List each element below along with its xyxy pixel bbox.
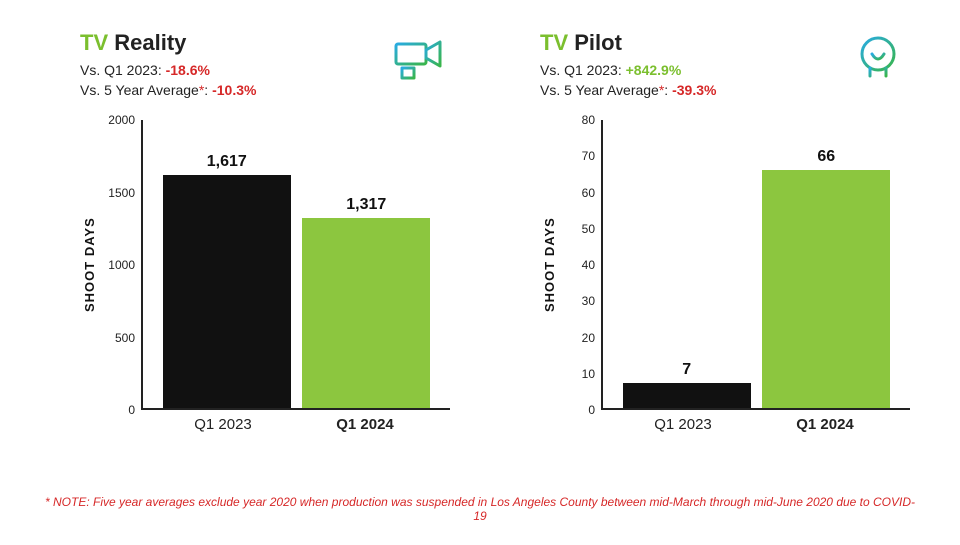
bar-value-label: 66 (817, 148, 835, 166)
y-tick: 0 (128, 403, 135, 417)
bar (762, 170, 890, 408)
metric-value: -18.6% (166, 62, 210, 78)
y-axis-label: SHOOT DAYS (80, 120, 99, 410)
title-rest: Pilot (568, 30, 622, 55)
panel-header: TV Reality Vs. Q1 2023: -18.6% Vs. 5 Yea… (80, 30, 450, 102)
y-tick: 70 (582, 149, 595, 163)
y-tick: 80 (582, 113, 595, 127)
y-tick: 0 (588, 403, 595, 417)
y-tick: 10 (582, 367, 595, 381)
metric-value: +842.9% (626, 62, 682, 78)
x-tick: Q1 2023 (618, 416, 749, 433)
y-axis: 01020304050607080 (559, 120, 601, 410)
bulb-icon (846, 30, 910, 94)
y-tick: 60 (582, 186, 595, 200)
x-tick: Q1 2024 (760, 416, 891, 433)
y-tick: 1000 (108, 258, 135, 272)
camera-icon (386, 30, 450, 94)
bar-column: 1,317 (302, 120, 430, 408)
plot-area: 7 66 (601, 120, 910, 410)
panel-title: TV Reality (80, 30, 386, 56)
bars-container: 1,617 1,317 (143, 120, 450, 408)
x-axis: Q1 2023 Q1 2024 (138, 410, 450, 433)
panels-row: TV Reality Vs. Q1 2023: -18.6% Vs. 5 Yea… (0, 0, 960, 433)
bar-column: 1,617 (163, 120, 291, 408)
panel-tv-pilot: TV Pilot Vs. Q1 2023: +842.9% Vs. 5 Year… (540, 30, 910, 433)
panel-title: TV Pilot (540, 30, 846, 56)
bar-value-label: 1,317 (346, 196, 386, 214)
title-prefix: TV (540, 30, 568, 55)
x-axis: Q1 2023 Q1 2024 (598, 410, 910, 433)
panel-tv-reality: TV Reality Vs. Q1 2023: -18.6% Vs. 5 Yea… (80, 30, 450, 433)
metric-value: -10.3% (212, 82, 256, 98)
metric-vs-q1: Vs. Q1 2023: -18.6% (80, 62, 386, 78)
bar (302, 218, 430, 408)
bar-column: 66 (762, 120, 890, 408)
y-tick: 40 (582, 258, 595, 272)
metric-label: Vs. Q1 2023: (80, 62, 166, 78)
y-tick: 1500 (108, 186, 135, 200)
y-axis: 0500100015002000 (99, 120, 141, 410)
metric-label-a: Vs. 5 Year Average (540, 82, 659, 98)
metric-label-b: : (204, 82, 212, 98)
panel-header: TV Pilot Vs. Q1 2023: +842.9% Vs. 5 Year… (540, 30, 910, 102)
title-block: TV Pilot Vs. Q1 2023: +842.9% Vs. 5 Year… (540, 30, 846, 102)
bar (163, 175, 291, 408)
y-tick: 2000 (108, 113, 135, 127)
y-tick: 50 (582, 222, 595, 236)
metric-label-b: : (664, 82, 672, 98)
y-tick: 30 (582, 294, 595, 308)
x-tick: Q1 2023 (158, 416, 289, 433)
title-rest: Reality (108, 30, 186, 55)
chart: SHOOT DAYS 0500100015002000 1,6171,317 (80, 120, 450, 410)
metric-vs-q1: Vs. Q1 2023: +842.9% (540, 62, 846, 78)
bar-value-label: 7 (682, 361, 691, 379)
bar-column: 7 (623, 120, 751, 408)
metric-vs-5yr: Vs. 5 Year Average*: -39.3% (540, 82, 846, 98)
bar (623, 383, 751, 408)
metric-value: -39.3% (672, 82, 716, 98)
footnote: * NOTE: Five year averages exclude year … (0, 495, 960, 523)
metric-label-a: Vs. 5 Year Average (80, 82, 199, 98)
y-axis-label: SHOOT DAYS (540, 120, 559, 410)
bar-value-label: 1,617 (207, 153, 247, 171)
chart: SHOOT DAYS 01020304050607080 766 (540, 120, 910, 410)
title-block: TV Reality Vs. Q1 2023: -18.6% Vs. 5 Yea… (80, 30, 386, 102)
bars-container: 7 66 (603, 120, 910, 408)
plot-area: 1,617 1,317 (141, 120, 450, 410)
title-prefix: TV (80, 30, 108, 55)
x-tick: Q1 2024 (300, 416, 431, 433)
y-tick: 20 (582, 331, 595, 345)
metric-label: Vs. Q1 2023: (540, 62, 626, 78)
metric-vs-5yr: Vs. 5 Year Average*: -10.3% (80, 82, 386, 98)
y-tick: 500 (115, 331, 135, 345)
